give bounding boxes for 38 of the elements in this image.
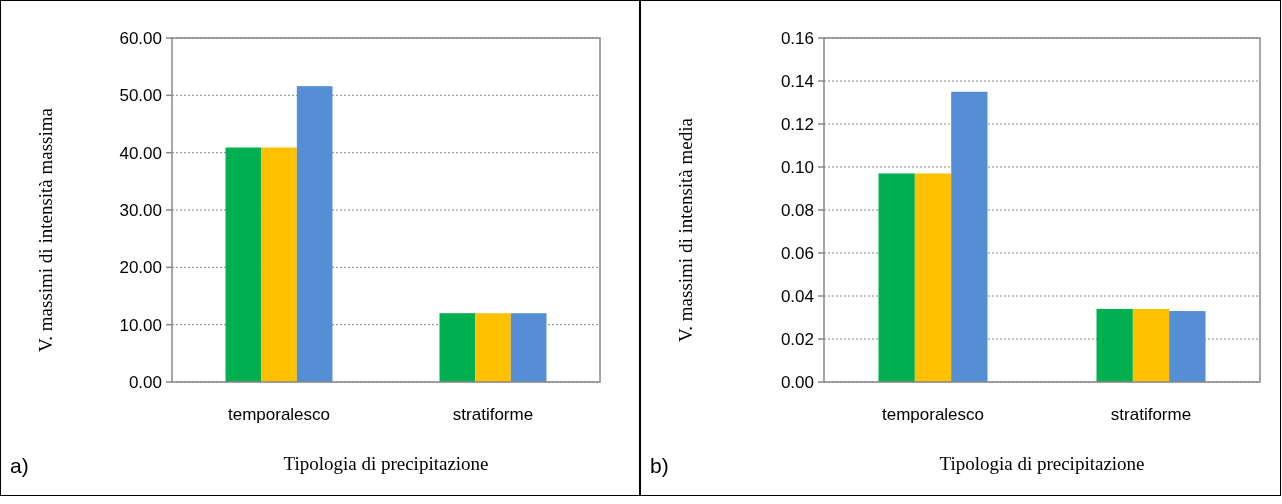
x-tick-label: temporalesco <box>227 405 331 424</box>
y-tick-label: 10.00 <box>119 315 162 335</box>
x-tick-label: stratiforme <box>1110 405 1192 424</box>
text: a) <box>10 454 29 477</box>
y-axis-title: V. massimi di intensità massima <box>35 107 56 353</box>
bar <box>951 91 988 382</box>
x-tick-label: temporalesco <box>881 405 985 424</box>
y-axis-title: V. massimi di intensità media <box>675 117 696 342</box>
y-tick-label: 0.08 <box>780 200 814 220</box>
y-tick-label: 0.12 <box>780 114 814 134</box>
bar <box>225 147 262 382</box>
bar <box>1132 308 1170 382</box>
text: b) <box>650 454 669 477</box>
x-axis-title: Tipologia di precipitazione <box>283 453 489 474</box>
bar <box>261 147 297 382</box>
bar <box>296 86 333 382</box>
y-tick-label: 0.00 <box>780 372 814 392</box>
bar <box>1096 308 1133 382</box>
x-axis-title: Tipologia di precipitazione <box>939 453 1145 474</box>
y-tick-label: 60.00 <box>119 28 162 48</box>
y-tick-label: 0.02 <box>780 329 814 349</box>
bar <box>914 173 952 382</box>
y-tick-label: 0.04 <box>780 286 814 306</box>
y-tick-label: 0.00 <box>128 372 162 392</box>
y-tick-label: 0.16 <box>780 28 814 48</box>
x-tick-label: stratiforme <box>452 405 534 424</box>
bar <box>878 173 915 382</box>
bar <box>510 313 547 382</box>
y-tick-label: 0.06 <box>780 243 814 263</box>
bar <box>475 313 511 382</box>
y-tick-label: 0.14 <box>780 71 814 91</box>
y-tick-label: 20.00 <box>119 258 162 278</box>
y-tick-label: 40.00 <box>119 143 162 163</box>
bar <box>1169 311 1206 382</box>
bar <box>439 313 476 382</box>
y-tick-label: 50.00 <box>119 86 162 106</box>
y-tick-label: 0.10 <box>780 157 814 177</box>
y-tick-label: 30.00 <box>119 200 162 220</box>
